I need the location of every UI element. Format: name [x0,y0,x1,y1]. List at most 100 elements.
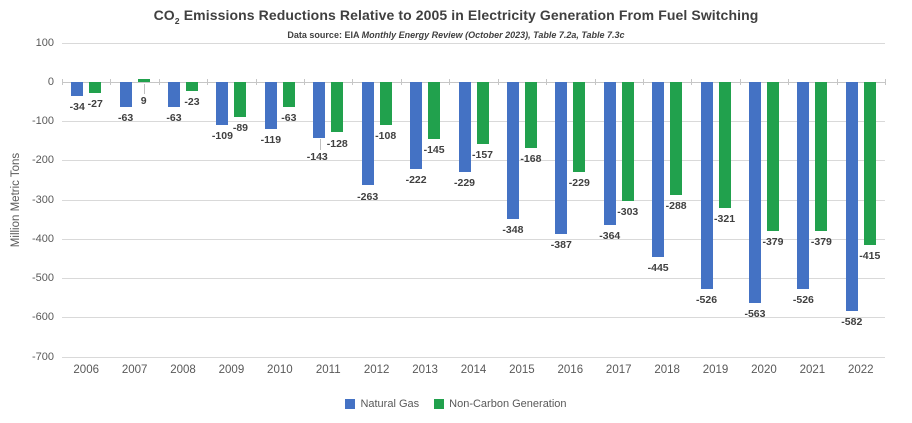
data-label-non-carbon-generation-2014: -157 [471,148,494,161]
bar-natural-gas-2016 [555,82,568,235]
bar-non-carbon-generation-2019 [718,82,731,209]
legend-item-natural-gas: Natural Gas [345,398,419,410]
bar-natural-gas-2019 [700,82,713,289]
data-label-non-carbon-generation-2018: -288 [665,200,687,213]
y-tick-label: -500 [31,272,54,284]
bar-non-carbon-generation-2014 [476,82,489,144]
gridline [62,199,885,201]
bar-natural-gas-2020 [748,82,761,304]
bar-natural-gas-2009 [216,82,229,126]
x-tick-label: 2014 [460,364,487,376]
axis-tick [62,79,63,86]
data-label-non-carbon-generation-2012: -108 [375,129,397,142]
axis-tick [642,79,644,86]
data-label-natural-gas-2021: -526 [792,293,814,306]
y-tick-label: -300 [31,193,54,206]
x-tick-label: 2013 [412,364,438,376]
bar-non-carbon-generation-2010 [282,82,295,107]
x-tick-label: 2017 [605,364,632,376]
axis-tick [352,79,354,86]
x-tick-label: 2016 [557,364,584,376]
bar-natural-gas-2013 [410,82,423,170]
bar-non-carbon-generation-2016 [573,82,586,173]
chart-subtitle-italic: Monthly Energy Review (October 2023), Ta… [361,30,625,40]
data-label-non-carbon-generation-2008: -23 [184,96,200,109]
data-label-natural-gas-2019: -526 [696,293,718,306]
gridline [62,160,885,162]
data-label-natural-gas-2007: -63 [118,112,134,124]
y-tick-label: -600 [31,311,54,324]
bar-natural-gas-2021 [797,82,810,289]
bar-natural-gas-2010 [264,82,277,129]
chart-title-rest: Emissions Reductions Relative to 2005 in… [179,7,759,23]
legend-item-non-carbon-generation: Non-Carbon Generation [434,398,567,410]
chart-subtitle-plain: Data source: EIA [287,30,362,40]
chart-title-prefix: CO [153,7,175,23]
x-tick-label: 2018 [654,364,680,376]
data-label-non-carbon-generation-2019: -321 [714,213,736,226]
bar-non-carbon-generation-2012 [379,82,392,125]
axis-tick [885,79,886,86]
axis-tick [449,79,451,86]
y-tick-label: 0 [47,75,54,88]
x-tick-label: 2019 [702,364,729,376]
data-label-natural-gas-2006: -34 [69,100,85,113]
zero-gridline [62,81,885,83]
data-label-non-carbon-generation-2016: -229 [568,177,590,190]
gridline [62,278,885,279]
data-label-natural-gas-2011: -143 [306,151,328,164]
axis-tick [594,79,596,86]
leader-line [320,139,322,151]
data-label-natural-gas-2012: -263 [357,190,379,203]
bar-non-carbon-generation-2022 [863,82,876,246]
x-tick-label: 2021 [799,364,826,376]
data-label-natural-gas-2009: -109 [211,130,233,142]
axis-tick [546,79,548,86]
data-label-non-carbon-generation-2022: -415 [859,250,881,263]
x-tick-label: 2011 [315,364,341,376]
axis-tick [497,79,499,86]
axis-tick [788,79,790,86]
bar-non-carbon-generation-2006 [89,82,102,93]
bar-natural-gas-2007 [119,82,132,107]
data-label-natural-gas-2010: -119 [260,134,282,146]
bar-non-carbon-generation-2011 [331,82,344,133]
chart-title-subscript: 2 [174,15,180,26]
data-label-non-carbon-generation-2021: -379 [810,236,832,248]
data-label-non-carbon-generation-2015: -168 [520,153,542,166]
data-label-non-carbon-generation-2020: -379 [762,236,784,248]
chart-title: CO2 Emissions Reductions Relative to 200… [0,7,912,26]
data-label-natural-gas-2020: -563 [744,308,766,321]
y-tick-label: 100 [35,36,54,49]
gridline [62,42,885,44]
gridline [62,238,885,240]
axis-tick [158,79,160,86]
axis-tick [400,79,402,86]
data-label-non-carbon-generation-2006: -27 [87,97,103,110]
bar-natural-gas-2017 [603,82,616,226]
gridline [62,121,885,122]
data-label-natural-gas-2015: -348 [502,223,524,236]
bar-natural-gas-2022 [845,82,858,311]
x-tick-label: 2008 [170,364,196,376]
data-label-natural-gas-2008: -63 [166,112,182,124]
bar-non-carbon-generation-2007 [137,78,150,83]
axis-tick [110,79,112,86]
axis-tick [207,79,209,86]
data-label-non-carbon-generation-2007: 9 [140,95,147,108]
data-label-non-carbon-generation-2009: -89 [232,122,249,135]
bar-non-carbon-generation-2021 [815,82,828,232]
data-label-non-carbon-generation-2010: -63 [281,112,297,124]
axis-tick [836,79,838,86]
x-tick-label: 2010 [267,364,293,376]
data-label-natural-gas-2018: -445 [647,261,669,274]
bar-non-carbon-generation-2017 [621,82,634,202]
legend-swatch-natural-gas [345,399,356,409]
legend: Natural Gas Non-Carbon Generation [0,398,912,410]
gridline [62,317,885,319]
data-label-non-carbon-generation-2013: -145 [423,144,445,157]
legend-swatch-non-carbon-generation [434,399,445,409]
gridline [62,356,885,358]
x-tick-label: 2006 [73,364,99,376]
